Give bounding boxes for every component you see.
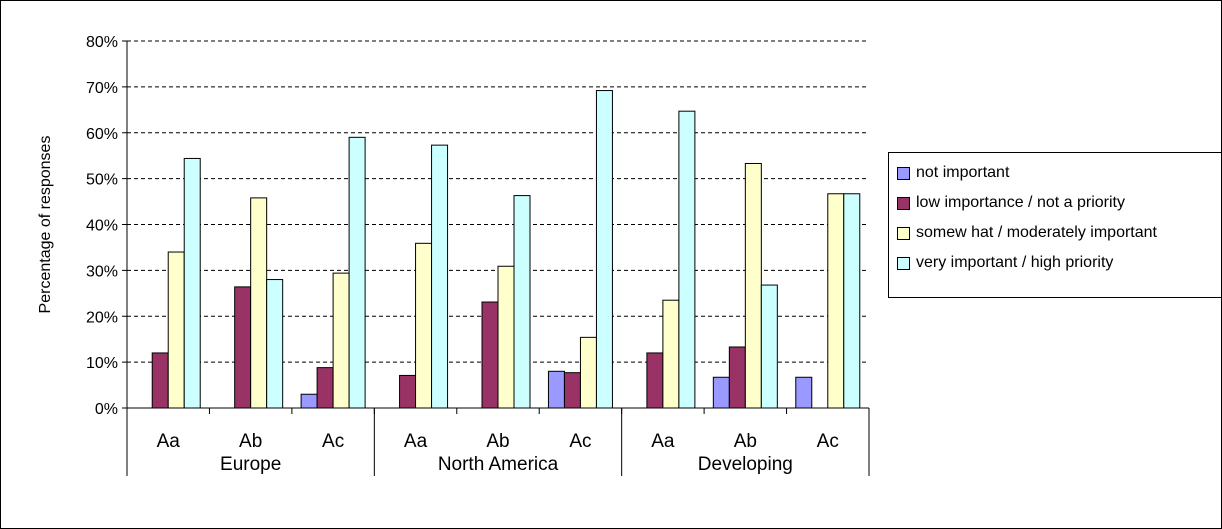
bar-very-important-high-priority	[183, 157, 201, 409]
bar-somew-hat-moderately-important	[744, 162, 762, 409]
bar-very-important-high-priority	[266, 279, 284, 409]
bar-somew-hat-moderately-important	[415, 242, 433, 409]
bar-low-importance-not-a-priority	[646, 352, 664, 409]
bar-not-important	[300, 393, 318, 409]
legend-label: low importance / not a priority	[916, 194, 1125, 211]
legend-item: very important / high priority	[897, 253, 1113, 273]
legend-item: low importance / not a priority	[897, 193, 1125, 213]
y-tick-label: 10%	[86, 355, 118, 372]
x-tick-label: Ac	[817, 431, 839, 452]
legend-label: somew hat / moderately important	[916, 224, 1157, 241]
y-tick-label: 20%	[86, 309, 118, 326]
bar-not-important	[795, 376, 813, 409]
bar-low-importance-not-a-priority	[399, 374, 417, 409]
bar-low-importance-not-a-priority	[481, 301, 499, 409]
bar-somew-hat-moderately-important	[167, 251, 185, 409]
legend: not important low importance / not a prio…	[888, 152, 1222, 298]
y-tick-label: 0%	[95, 401, 118, 418]
y-tick-label: 70%	[86, 80, 118, 97]
x-tick-label: Ac	[322, 431, 344, 452]
bar-low-importance-not-a-priority	[234, 286, 252, 409]
bar-very-important-high-priority	[348, 136, 366, 409]
bars	[151, 90, 861, 409]
bar-very-important-high-priority	[513, 195, 531, 409]
y-axis-title: Percentage of responses	[37, 136, 54, 314]
bar-low-importance-not-a-priority	[728, 346, 746, 409]
y-tick-label: 80%	[86, 34, 118, 51]
x-tick-label: Aa	[157, 431, 181, 452]
legend-label: not important	[916, 164, 1010, 181]
legend-swatch	[897, 256, 910, 270]
bar-low-importance-not-a-priority	[151, 352, 169, 409]
y-tick-label: 60%	[86, 126, 118, 143]
bar-not-important	[547, 370, 565, 409]
bar-very-important-high-priority	[431, 144, 449, 409]
legend-swatch	[897, 166, 910, 180]
axis-labels: 0% 10% 20% 30% 40% 50% 60% 70% 80% Europe North Am…	[37, 34, 839, 475]
x-tick-label: Aa	[404, 431, 428, 452]
x-tick-label: Ab	[486, 431, 509, 452]
axes	[122, 40, 870, 476]
bar-somew-hat-moderately-important	[827, 193, 845, 409]
bar-very-important-high-priority	[595, 90, 613, 409]
bar-very-important-high-priority	[843, 193, 861, 409]
y-tick-label: 30%	[86, 263, 118, 280]
bar-somew-hat-moderately-important	[662, 299, 680, 409]
legend-item: somew hat / moderately important	[897, 223, 1157, 243]
bar-low-importance-not-a-priority	[563, 372, 581, 409]
bar-not-important	[712, 376, 730, 409]
y-tick-label: 50%	[86, 172, 118, 189]
y-tick-label: 40%	[86, 218, 118, 235]
legend-swatch	[897, 226, 910, 240]
group-label: North America	[438, 454, 559, 475]
bar-very-important-high-priority	[678, 110, 696, 409]
bar-somew-hat-moderately-important	[497, 265, 515, 409]
group-label: Developing	[698, 454, 793, 475]
x-tick-label: Aa	[651, 431, 675, 452]
legend-swatch	[897, 196, 910, 210]
bar-very-important-high-priority	[760, 284, 778, 409]
x-tick-label: Ab	[734, 431, 757, 452]
legend-label: very important / high priority	[916, 254, 1114, 271]
x-tick-label: Ac	[569, 431, 591, 452]
group-label: Europe	[220, 454, 281, 475]
x-tick-label: Ab	[239, 431, 262, 452]
bar-low-importance-not-a-priority	[316, 367, 334, 409]
bar-somew-hat-moderately-important	[250, 197, 268, 409]
bar-somew-hat-moderately-important	[332, 272, 350, 409]
bar-somew-hat-moderately-important	[579, 336, 597, 409]
legend-item: not important	[897, 163, 1009, 183]
